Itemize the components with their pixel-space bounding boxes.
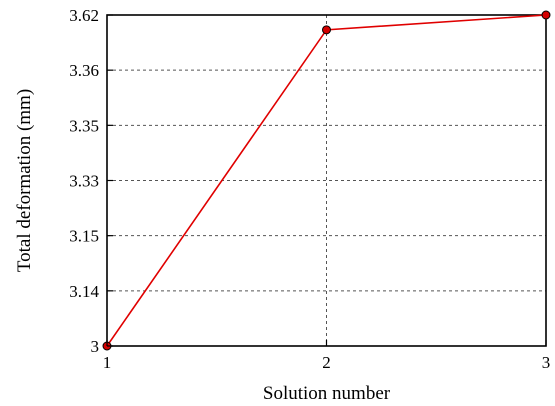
y-axis-title: Total deformation (mm) <box>14 89 35 272</box>
x-tick-label: 3 <box>542 353 551 372</box>
y-tick-label: 3.14 <box>69 282 99 301</box>
data-point <box>322 25 331 35</box>
x-tick-label: 2 <box>322 353 331 372</box>
y-tick-label: 3.33 <box>69 172 99 191</box>
x-axis-ticks: 1 2 3 <box>103 340 551 372</box>
y-tick-label: 3.35 <box>69 116 99 135</box>
data-point <box>541 10 551 20</box>
y-tick-label: 3.36 <box>69 61 99 80</box>
y-axis-ticks: 3 3.14 3.15 3.33 3.35 3.36 3.62 <box>69 6 113 356</box>
y-tick-label: 3.15 <box>69 227 99 246</box>
y-tick-label: 3 <box>91 337 100 356</box>
x-axis-title: Solution number <box>263 383 391 404</box>
y-tick-label: 3.62 <box>69 6 99 25</box>
grid-lines <box>107 15 546 346</box>
x-tick-label: 1 <box>103 353 112 372</box>
